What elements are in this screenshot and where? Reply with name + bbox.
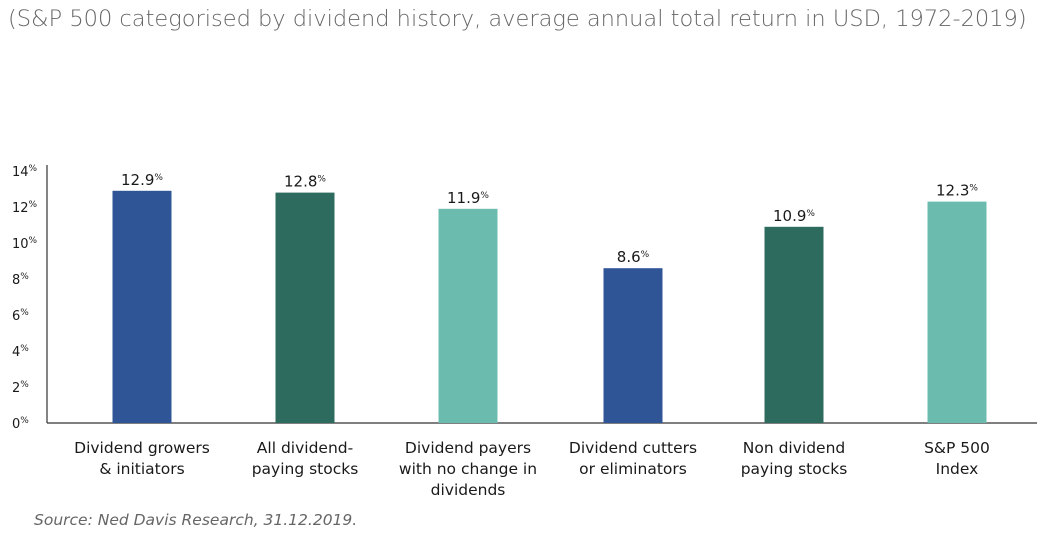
bar-value-label: 10.9% [773, 207, 815, 225]
bar [275, 192, 335, 423]
chart-subtitle: (S&P 500 categorised by dividend history… [8, 6, 1027, 32]
y-tick-label: 12% [12, 200, 38, 216]
bar-value-label: 12.8% [284, 173, 326, 191]
bar-value-label: 12.9% [121, 171, 163, 189]
source-note: Source: Ned Davis Research, 31.12.2019. [34, 511, 358, 529]
y-tick-label: 8% [12, 272, 29, 288]
category-label: All dividend-paying stocks [252, 439, 359, 478]
y-tick-label: 4% [12, 344, 29, 360]
y-tick-label: 0% [12, 416, 29, 432]
bar [927, 201, 987, 423]
chart-axes: 0% 2% 4% 6% 8% 10% 12% 14% [12, 164, 1037, 432]
bar-value-label: 8.6% [617, 248, 650, 266]
bar [764, 226, 824, 423]
y-tick-label: 14% [12, 164, 38, 180]
y-tick-label: 6% [12, 308, 29, 324]
chart-bars [112, 190, 987, 423]
y-tick-label: 2% [12, 380, 29, 396]
y-tick-label: 10% [12, 236, 38, 252]
category-label: Dividend payers with no change in dividend… [399, 439, 537, 499]
chart-labels: 12.9% Dividend growers & initiators 12.8% Al… [74, 171, 990, 499]
bar [438, 208, 498, 423]
category-label: Dividend cutters or eliminators [569, 439, 697, 478]
bar [603, 268, 663, 423]
bar-value-label: 11.9% [447, 189, 489, 207]
category-label: Dividend growers & initiators [74, 439, 210, 478]
bar-value-label: 12.3% [936, 182, 978, 200]
category-label: S&P 500 Index [924, 439, 990, 478]
category-label: Non dividend paying stocks [741, 439, 848, 478]
bar [112, 190, 172, 423]
